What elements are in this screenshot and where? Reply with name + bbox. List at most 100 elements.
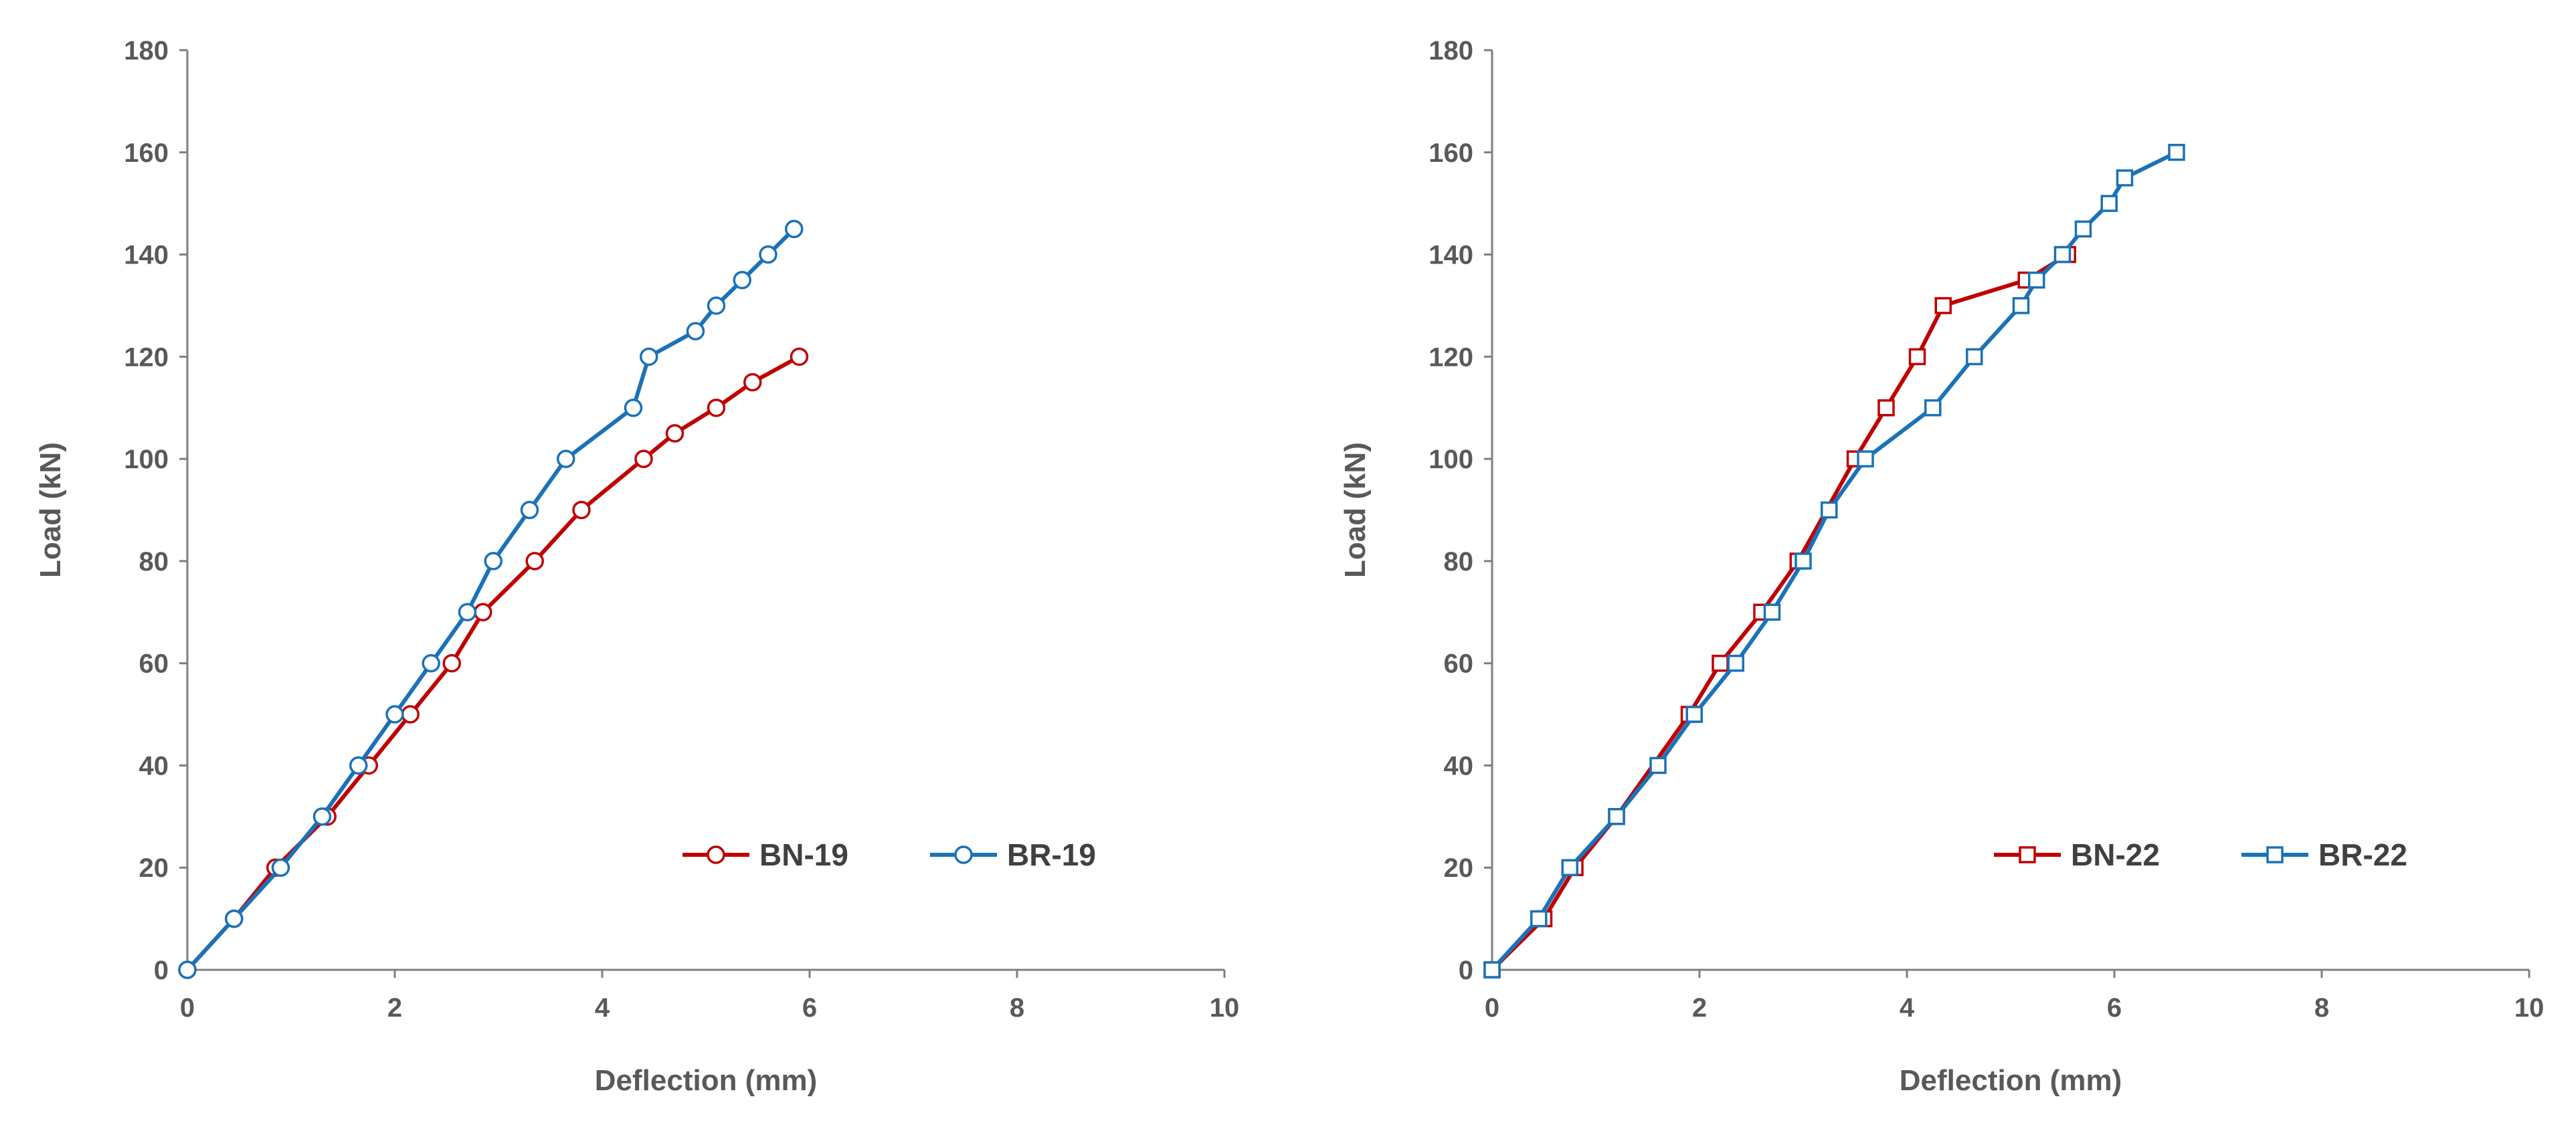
data-point-bn-19 bbox=[634, 449, 653, 468]
legend-label-bn-22: BN-22 bbox=[2071, 837, 2160, 872]
data-point-br-22 bbox=[1608, 808, 1625, 825]
chart-bn22-br22: 0 20 40 60 80 100 120 140 160 180 0 2 4 6 8 10 Deflectio… bbox=[1339, 36, 2544, 1097]
data-point-br-19 bbox=[624, 398, 643, 417]
data-point-br-22 bbox=[2168, 144, 2185, 161]
x-tick-label: 0 bbox=[180, 993, 195, 1023]
series-line-br-19 bbox=[185, 227, 796, 972]
x-tick-label: 8 bbox=[2314, 993, 2329, 1023]
data-point-bn-19 bbox=[790, 347, 809, 367]
data-point-br-19 bbox=[686, 322, 705, 340]
data-point-br-22 bbox=[2012, 297, 2030, 314]
x-tick-label: 4 bbox=[1900, 993, 1915, 1023]
data-point-br-19 bbox=[520, 500, 539, 520]
data-point-br-19 bbox=[557, 449, 575, 468]
y-tick-label: 160 bbox=[124, 138, 169, 168]
data-point-br-22 bbox=[1530, 910, 1548, 928]
data-point-bn-19 bbox=[401, 705, 420, 724]
y-tick-label: 140 bbox=[1429, 241, 1473, 270]
y-tick-label: 40 bbox=[1444, 751, 1474, 781]
y-tick-label: 180 bbox=[1429, 36, 1473, 66]
x-tick-label: 4 bbox=[595, 993, 610, 1023]
data-point-br-22 bbox=[1483, 961, 1501, 979]
y-tick-label: 100 bbox=[1429, 445, 1473, 474]
y-tick-label: 180 bbox=[124, 36, 169, 66]
legend-marker-br-19 bbox=[954, 845, 973, 864]
data-point-bn-22 bbox=[1934, 297, 1952, 314]
data-point-br-19 bbox=[349, 756, 368, 775]
data-point-br-22 bbox=[1649, 756, 1667, 775]
y-tick-label: 0 bbox=[1459, 956, 1473, 985]
y-tick-label: 60 bbox=[139, 649, 169, 679]
data-point-br-22 bbox=[1924, 399, 1942, 417]
y-tick-label: 60 bbox=[1444, 649, 1474, 679]
data-point-br-22 bbox=[1763, 603, 1781, 621]
x-axis-title: Deflection (mm) bbox=[1900, 1064, 2122, 1097]
x-tick-label: 0 bbox=[1485, 993, 1499, 1023]
y-tick-label: 140 bbox=[124, 241, 169, 270]
data-point-br-22 bbox=[1821, 501, 1838, 519]
data-point-br-19 bbox=[385, 705, 404, 724]
data-point-br-19 bbox=[178, 960, 197, 979]
data-point-bn-19 bbox=[707, 398, 726, 417]
legend-label-br-22: BR-22 bbox=[2318, 837, 2407, 872]
data-point-br-19 bbox=[733, 271, 751, 290]
data-point-bn-19 bbox=[665, 424, 684, 443]
data-point-br-22 bbox=[2053, 245, 2072, 264]
data-point-bn-19 bbox=[525, 552, 544, 571]
data-point-br-19 bbox=[422, 653, 440, 673]
data-point-bn-19 bbox=[474, 603, 492, 622]
y-tick-label: 0 bbox=[154, 956, 169, 985]
data-point-bn-19 bbox=[743, 373, 762, 392]
x-tick-label: 6 bbox=[802, 993, 817, 1023]
data-point-br-19 bbox=[458, 603, 477, 622]
x-tick-label: 2 bbox=[387, 993, 402, 1023]
y-axis-title: Load (kN) bbox=[1339, 442, 1372, 578]
y-tick-label: 20 bbox=[139, 853, 169, 883]
legend-marker-br-22 bbox=[2266, 846, 2284, 863]
x-tick-label: 8 bbox=[1010, 993, 1024, 1023]
x-axis-title: Deflection (mm) bbox=[595, 1064, 817, 1097]
data-point-br-22 bbox=[2028, 272, 2045, 289]
legend-marker-bn-22 bbox=[2019, 846, 2036, 863]
data-point-br-19 bbox=[785, 219, 804, 239]
data-point-br-22 bbox=[1857, 450, 1874, 468]
data-point-br-22 bbox=[1727, 654, 1744, 672]
data-point-br-19 bbox=[759, 245, 777, 264]
y-tick-label: 120 bbox=[124, 342, 169, 372]
y-tick-label: 80 bbox=[1444, 547, 1474, 577]
data-point-bn-22 bbox=[1908, 348, 1926, 366]
x-tick-label: 2 bbox=[1692, 993, 1707, 1023]
data-point-bn-22 bbox=[1712, 654, 1729, 672]
legend-label-br-19: BR-19 bbox=[1007, 837, 1096, 872]
data-point-br-22 bbox=[1966, 348, 1983, 366]
legend-marker-bn-19 bbox=[707, 845, 725, 864]
data-point-br-22 bbox=[2116, 169, 2134, 187]
data-point-br-22 bbox=[1561, 859, 1578, 876]
data-point-br-19 bbox=[271, 858, 290, 877]
y-tick-label: 120 bbox=[1429, 342, 1473, 372]
data-point-br-19 bbox=[640, 347, 658, 367]
x-tick-label: 10 bbox=[1210, 993, 1240, 1023]
y-tick-label: 20 bbox=[1444, 853, 1474, 883]
data-point-br-22 bbox=[2100, 195, 2118, 212]
y-tick-label: 40 bbox=[139, 751, 169, 781]
data-point-bn-19 bbox=[572, 500, 591, 520]
data-point-br-19 bbox=[707, 296, 726, 315]
legend-label-bn-19: BN-19 bbox=[759, 837, 848, 872]
y-tick-label: 80 bbox=[139, 547, 169, 577]
x-tick-label: 6 bbox=[2107, 993, 2122, 1023]
data-point-br-22 bbox=[2074, 220, 2092, 238]
series-line-bn-19 bbox=[185, 354, 802, 972]
y-tick-label: 100 bbox=[124, 445, 169, 474]
data-point-bn-22 bbox=[1877, 399, 1895, 417]
y-axis-title: Load (kN) bbox=[34, 442, 67, 578]
data-point-bn-19 bbox=[442, 653, 461, 673]
data-point-br-19 bbox=[484, 552, 502, 571]
data-point-br-19 bbox=[225, 909, 244, 928]
data-point-br-22 bbox=[1795, 552, 1812, 570]
chart-bn19-br19: 0 20 40 60 80 100 120 140 160 180 0 2 4 6 8 10 Deflectio… bbox=[34, 36, 1239, 1097]
x-tick-label: 10 bbox=[2514, 993, 2545, 1023]
data-point-br-22 bbox=[1685, 706, 1703, 723]
y-tick-label: 160 bbox=[1429, 138, 1473, 168]
